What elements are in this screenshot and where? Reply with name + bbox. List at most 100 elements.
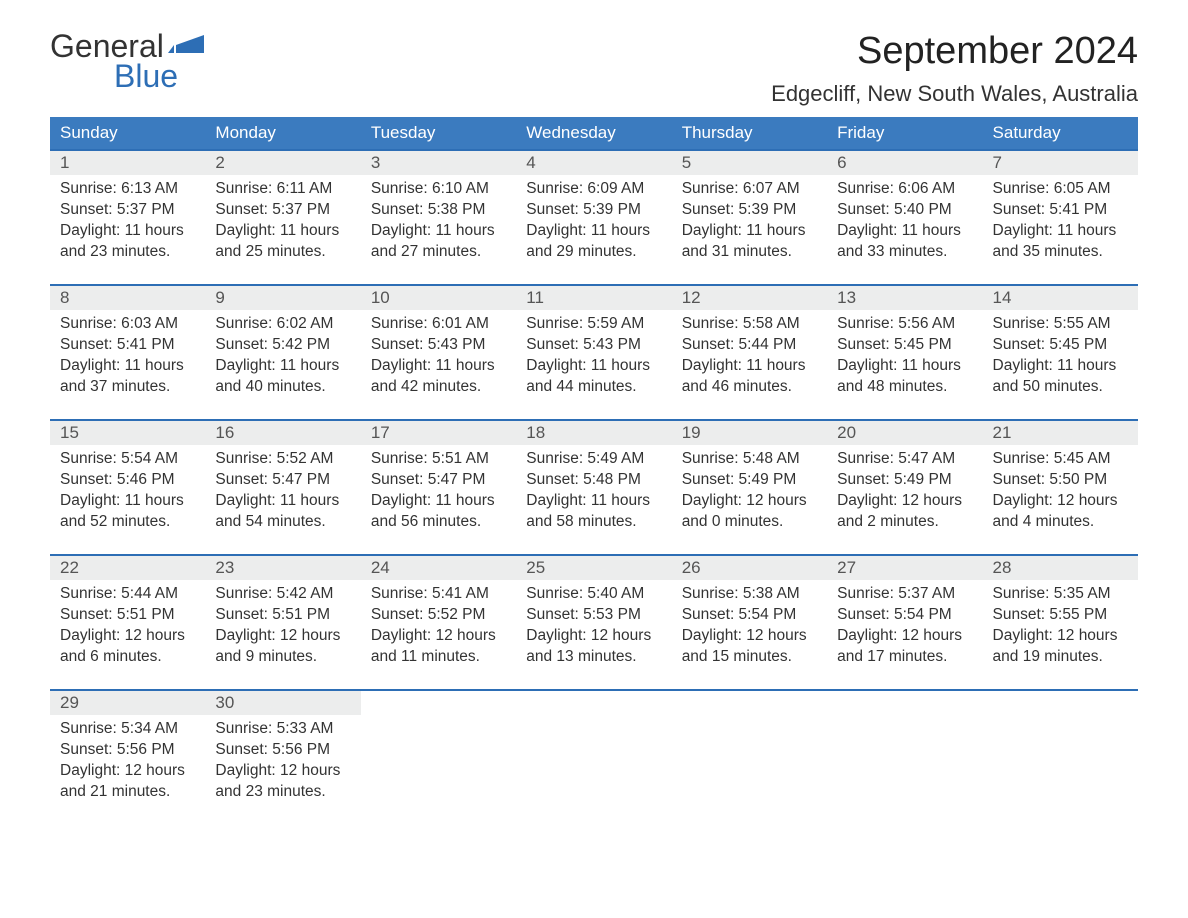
daylight-line: Daylight: 12 hours and 2 minutes. <box>837 491 972 533</box>
day-number-cell: 11 <box>516 285 671 310</box>
sunrise-line: Sunrise: 6:09 AM <box>526 179 661 200</box>
sunset-line: Sunset: 5:43 PM <box>526 335 661 356</box>
day-number-cell <box>516 690 671 715</box>
sunrise-line: Sunrise: 5:33 AM <box>215 719 350 740</box>
sunset-line: Sunset: 5:56 PM <box>215 740 350 761</box>
day-content-cell: Sunrise: 5:48 AMSunset: 5:49 PMDaylight:… <box>672 445 827 555</box>
weekday-header: Thursday <box>672 117 827 150</box>
day-number-cell: 3 <box>361 150 516 175</box>
day-content-row: Sunrise: 5:44 AMSunset: 5:51 PMDaylight:… <box>50 580 1138 690</box>
day-number-cell: 7 <box>983 150 1138 175</box>
day-content-cell: Sunrise: 5:33 AMSunset: 5:56 PMDaylight:… <box>205 715 360 825</box>
day-content-cell: Sunrise: 5:47 AMSunset: 5:49 PMDaylight:… <box>827 445 982 555</box>
daylight-line: Daylight: 12 hours and 23 minutes. <box>215 761 350 803</box>
weekday-header: Friday <box>827 117 982 150</box>
day-content-cell: Sunrise: 6:03 AMSunset: 5:41 PMDaylight:… <box>50 310 205 420</box>
daylight-line: Daylight: 12 hours and 4 minutes. <box>993 491 1128 533</box>
sunset-line: Sunset: 5:49 PM <box>837 470 972 491</box>
daylight-line: Daylight: 11 hours and 48 minutes. <box>837 356 972 398</box>
sunset-line: Sunset: 5:47 PM <box>215 470 350 491</box>
weekday-header: Monday <box>205 117 360 150</box>
day-number-cell: 14 <box>983 285 1138 310</box>
day-number-cell: 17 <box>361 420 516 445</box>
sunrise-line: Sunrise: 6:03 AM <box>60 314 195 335</box>
day-number-cell: 30 <box>205 690 360 715</box>
sunrise-line: Sunrise: 6:01 AM <box>371 314 506 335</box>
sunset-line: Sunset: 5:45 PM <box>837 335 972 356</box>
sunrise-line: Sunrise: 5:44 AM <box>60 584 195 605</box>
sunrise-line: Sunrise: 6:13 AM <box>60 179 195 200</box>
day-content-cell: Sunrise: 5:45 AMSunset: 5:50 PMDaylight:… <box>983 445 1138 555</box>
sunset-line: Sunset: 5:39 PM <box>682 200 817 221</box>
day-number-cell: 1 <box>50 150 205 175</box>
day-content-cell: Sunrise: 5:55 AMSunset: 5:45 PMDaylight:… <box>983 310 1138 420</box>
day-number-cell: 12 <box>672 285 827 310</box>
sunrise-line: Sunrise: 5:48 AM <box>682 449 817 470</box>
daylight-line: Daylight: 11 hours and 54 minutes. <box>215 491 350 533</box>
day-content-cell: Sunrise: 5:58 AMSunset: 5:44 PMDaylight:… <box>672 310 827 420</box>
day-content-cell: Sunrise: 5:38 AMSunset: 5:54 PMDaylight:… <box>672 580 827 690</box>
sunset-line: Sunset: 5:37 PM <box>215 200 350 221</box>
sunset-line: Sunset: 5:49 PM <box>682 470 817 491</box>
sunset-line: Sunset: 5:39 PM <box>526 200 661 221</box>
daylight-line: Daylight: 11 hours and 40 minutes. <box>215 356 350 398</box>
daylight-line: Daylight: 11 hours and 27 minutes. <box>371 221 506 263</box>
day-number-row: 2930 <box>50 690 1138 715</box>
sunrise-line: Sunrise: 5:55 AM <box>993 314 1128 335</box>
title-block: September 2024 Edgecliff, New South Wale… <box>771 30 1138 113</box>
daylight-line: Daylight: 11 hours and 56 minutes. <box>371 491 506 533</box>
sunrise-line: Sunrise: 5:45 AM <box>993 449 1128 470</box>
day-content-row: Sunrise: 6:13 AMSunset: 5:37 PMDaylight:… <box>50 175 1138 285</box>
sunrise-line: Sunrise: 5:37 AM <box>837 584 972 605</box>
sunrise-line: Sunrise: 5:49 AM <box>526 449 661 470</box>
sunrise-line: Sunrise: 6:05 AM <box>993 179 1128 200</box>
sunset-line: Sunset: 5:44 PM <box>682 335 817 356</box>
day-content-cell: Sunrise: 5:56 AMSunset: 5:45 PMDaylight:… <box>827 310 982 420</box>
day-number-cell: 10 <box>361 285 516 310</box>
daylight-line: Daylight: 11 hours and 23 minutes. <box>60 221 195 263</box>
day-content-row: Sunrise: 5:34 AMSunset: 5:56 PMDaylight:… <box>50 715 1138 825</box>
weekday-header: Tuesday <box>361 117 516 150</box>
day-number-cell: 20 <box>827 420 982 445</box>
daylight-line: Daylight: 12 hours and 6 minutes. <box>60 626 195 668</box>
daylight-line: Daylight: 11 hours and 52 minutes. <box>60 491 195 533</box>
weekday-header-row: Sunday Monday Tuesday Wednesday Thursday… <box>50 117 1138 150</box>
day-number-cell: 18 <box>516 420 671 445</box>
day-content-cell: Sunrise: 6:11 AMSunset: 5:37 PMDaylight:… <box>205 175 360 285</box>
day-content-cell: Sunrise: 5:42 AMSunset: 5:51 PMDaylight:… <box>205 580 360 690</box>
weekday-header: Wednesday <box>516 117 671 150</box>
daylight-line: Daylight: 12 hours and 15 minutes. <box>682 626 817 668</box>
day-number-cell: 5 <box>672 150 827 175</box>
calendar-table: Sunday Monday Tuesday Wednesday Thursday… <box>50 117 1138 825</box>
day-number-cell: 21 <box>983 420 1138 445</box>
sunrise-line: Sunrise: 6:07 AM <box>682 179 817 200</box>
daylight-line: Daylight: 11 hours and 25 minutes. <box>215 221 350 263</box>
sunset-line: Sunset: 5:50 PM <box>993 470 1128 491</box>
sunset-line: Sunset: 5:56 PM <box>60 740 195 761</box>
sunset-line: Sunset: 5:41 PM <box>993 200 1128 221</box>
day-number-cell: 2 <box>205 150 360 175</box>
daylight-line: Daylight: 12 hours and 9 minutes. <box>215 626 350 668</box>
sunrise-line: Sunrise: 6:11 AM <box>215 179 350 200</box>
day-number-cell: 15 <box>50 420 205 445</box>
day-number-cell: 13 <box>827 285 982 310</box>
day-number-cell: 29 <box>50 690 205 715</box>
day-number-row: 891011121314 <box>50 285 1138 310</box>
sunrise-line: Sunrise: 5:54 AM <box>60 449 195 470</box>
daylight-line: Daylight: 11 hours and 44 minutes. <box>526 356 661 398</box>
day-content-row: Sunrise: 6:03 AMSunset: 5:41 PMDaylight:… <box>50 310 1138 420</box>
day-content-cell: Sunrise: 5:51 AMSunset: 5:47 PMDaylight:… <box>361 445 516 555</box>
daylight-line: Daylight: 11 hours and 35 minutes. <box>993 221 1128 263</box>
sunrise-line: Sunrise: 5:59 AM <box>526 314 661 335</box>
sunset-line: Sunset: 5:43 PM <box>371 335 506 356</box>
sunset-line: Sunset: 5:52 PM <box>371 605 506 626</box>
day-content-cell: Sunrise: 5:54 AMSunset: 5:46 PMDaylight:… <box>50 445 205 555</box>
day-content-cell: Sunrise: 5:35 AMSunset: 5:55 PMDaylight:… <box>983 580 1138 690</box>
daylight-line: Daylight: 12 hours and 13 minutes. <box>526 626 661 668</box>
day-content-cell <box>672 715 827 825</box>
daylight-line: Daylight: 11 hours and 33 minutes. <box>837 221 972 263</box>
sunrise-line: Sunrise: 5:47 AM <box>837 449 972 470</box>
day-number-row: 1234567 <box>50 150 1138 175</box>
day-number-cell: 24 <box>361 555 516 580</box>
day-content-cell <box>983 715 1138 825</box>
